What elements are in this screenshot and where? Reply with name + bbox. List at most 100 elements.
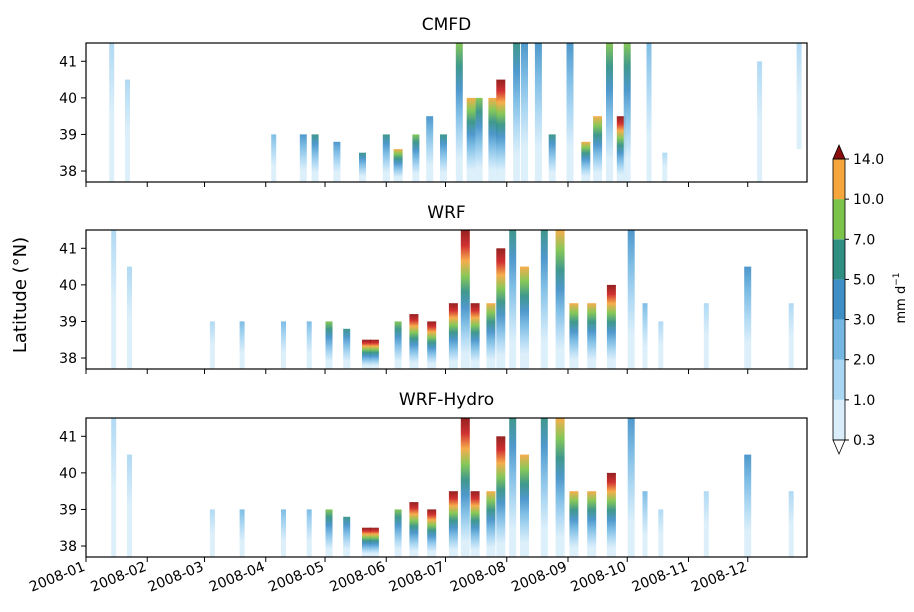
colorbar-tick-label: 1.0 [853, 393, 875, 409]
precip-event [540, 418, 548, 557]
precip-event [587, 303, 597, 369]
x-tick-label: 2008-06 [328, 559, 388, 596]
precip-event [359, 152, 366, 182]
precip-event [623, 43, 631, 182]
precip-event [627, 418, 635, 557]
precip-event [325, 509, 333, 557]
precip-event [209, 509, 215, 557]
panel-frame [85, 417, 808, 558]
precip-event [496, 248, 506, 369]
precip-event [486, 303, 496, 369]
colorbar-swatch [833, 159, 845, 200]
panel-frame [85, 42, 808, 183]
precip-event [343, 328, 351, 369]
precip-event [271, 134, 277, 182]
precip-event [744, 454, 752, 557]
precip-field [111, 418, 794, 557]
precip-event [470, 303, 480, 369]
precip-event [757, 61, 763, 182]
colorbar-extend-min [832, 439, 846, 456]
y-tick-label: 40 [59, 278, 77, 294]
x-tick-label: 2008-03 [146, 559, 206, 596]
precip-event [281, 321, 286, 369]
precip-event [440, 134, 447, 182]
y-tick-label: 39 [59, 314, 77, 330]
colorbar-label-text: mm d [894, 286, 909, 324]
precip-event [540, 230, 548, 369]
precip-event [548, 134, 556, 182]
precip-event [362, 527, 371, 557]
precip-event [369, 339, 379, 369]
precip-event [496, 436, 506, 557]
precip-event [581, 141, 591, 182]
precip-event [520, 266, 529, 369]
colorbar-tick-label: 5.0 [853, 272, 875, 288]
precip-event [409, 314, 419, 369]
colorbar-tick-label: 7.0 [853, 232, 875, 248]
precip-event [509, 230, 517, 369]
precip-event [646, 43, 652, 182]
x-tick-label: 2008-01 [27, 559, 87, 596]
precip-event [325, 321, 333, 369]
precip-event [658, 321, 664, 369]
y-tick-label: 41 [59, 241, 77, 257]
panel-title: CMFD [422, 15, 471, 35]
precip-event [593, 116, 603, 182]
precip-event [555, 418, 565, 557]
precip-event [299, 134, 307, 182]
y-tick-label: 38 [59, 539, 77, 555]
precip-event [488, 97, 498, 182]
precip-event [369, 527, 379, 557]
precip-event [642, 491, 648, 557]
precip-event [382, 134, 390, 182]
precip-event [409, 502, 419, 557]
precip-event [239, 321, 245, 369]
y-axis-label: Latitude (°N) [10, 237, 31, 353]
precip-event [333, 141, 341, 182]
colorbar-tick-label: 2.0 [853, 353, 875, 369]
precip-event [509, 418, 517, 557]
precip-event [362, 339, 371, 369]
precip-field [111, 230, 794, 369]
panel-wrf: WRF 38 39 40 41 [59, 203, 808, 374]
y-tick-label: 39 [59, 127, 77, 143]
precip-event [111, 230, 117, 369]
precip-event [534, 43, 542, 182]
precip-event [281, 509, 286, 557]
precip-event [627, 230, 635, 369]
colorbar-swatch [833, 399, 845, 440]
y-tick-label: 38 [59, 164, 77, 180]
colorbar-tick-label: 10.0 [853, 192, 884, 208]
precip-event [569, 303, 579, 369]
precip-event [127, 266, 132, 369]
panel-cmfd: CMFD 38 39 40 41 [59, 15, 808, 187]
precip-event [513, 43, 521, 182]
colorbar: 0.3 1.0 2.0 3.0 5.0 7.0 10.0 14.0 mm d−1 [832, 143, 909, 456]
panel-title: WRF-Hydro [399, 390, 494, 410]
y-tick-label: 38 [59, 351, 77, 367]
precip-event [448, 303, 458, 369]
colorbar-tick-label: 3.0 [853, 313, 875, 329]
colorbar-blocks [832, 143, 846, 456]
colorbar-swatch [833, 279, 845, 320]
precip-event [427, 321, 437, 369]
colorbar-tick-label: 0.3 [853, 433, 875, 449]
precip-event [412, 134, 420, 182]
precip-event [566, 43, 574, 182]
x-tick-label: 2008-09 [509, 559, 569, 596]
x-tick-label: 2008-05 [266, 559, 326, 596]
x-tick-label: 2008-10 [569, 559, 629, 596]
precip-event [470, 491, 480, 557]
precip-event [475, 97, 483, 182]
precip-event [788, 303, 794, 369]
colorbar-frame [832, 158, 846, 441]
precip-event [606, 472, 616, 557]
precip-event [306, 321, 312, 369]
x-tick-label: 2008-11 [630, 559, 690, 596]
y-tick-label: 40 [59, 466, 77, 482]
panel-frame [85, 229, 808, 370]
precip-event [111, 418, 117, 557]
precip-event [394, 509, 402, 557]
